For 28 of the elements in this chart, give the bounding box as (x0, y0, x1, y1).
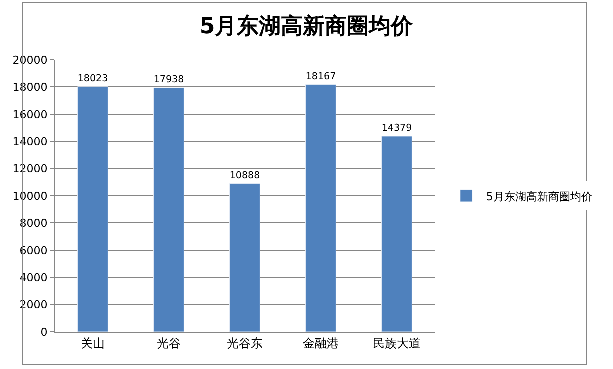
x-tick-label: 民族大道 (373, 336, 421, 350)
x-tick-label: 金融港 (303, 336, 339, 350)
x-tick-label: 光谷 (157, 336, 181, 350)
y-tick-label: 0 (40, 326, 48, 339)
y-tick-label: 2000 (20, 298, 48, 312)
bar (306, 84, 336, 332)
y-tick-label: 10000 (12, 190, 48, 203)
bar (382, 136, 412, 332)
data-label: 18167 (306, 71, 336, 82)
y-tick-label: 6000 (20, 244, 48, 258)
y-tick-label: 4000 (20, 271, 48, 284)
data-label: 14379 (382, 122, 412, 134)
y-tick-label: 12000 (12, 162, 48, 176)
x-tick-label: 光谷东 (227, 336, 263, 350)
bar (154, 88, 184, 332)
chart-title: 5月东湖高新商圈均价 (200, 14, 414, 40)
bar (78, 86, 108, 332)
data-label: 18023 (78, 73, 108, 84)
y-tick-label: 18000 (12, 81, 48, 94)
y-tick-label: 14000 (12, 135, 48, 148)
y-tick-label: 16000 (12, 108, 48, 122)
data-label: 10888 (230, 170, 260, 182)
bar (230, 184, 260, 332)
data-label: 17938 (154, 74, 184, 86)
legend-label: 5月东湖高新商圈均价 (486, 190, 592, 204)
y-tick-label: 8000 (20, 217, 48, 230)
y-tick-label: 20000 (12, 54, 48, 67)
x-tick-label: 关山 (81, 336, 105, 350)
